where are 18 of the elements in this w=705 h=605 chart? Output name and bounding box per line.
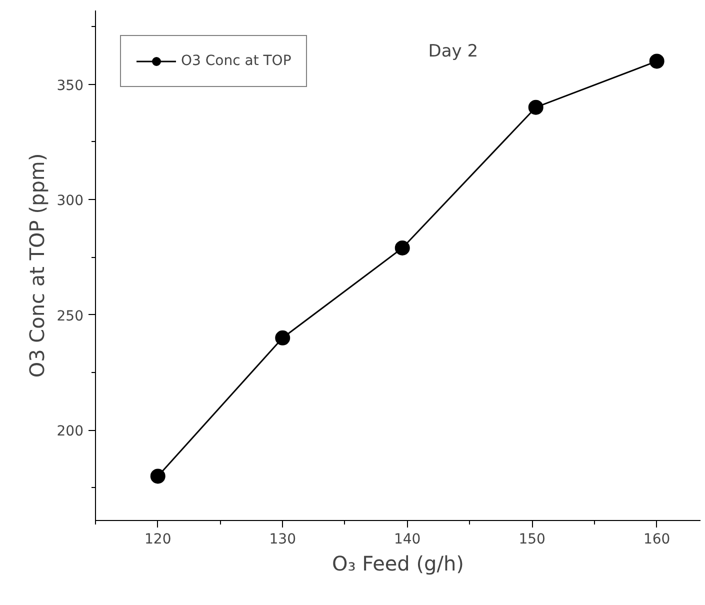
point	[394, 240, 410, 256]
y-tick-label: 300	[56, 193, 84, 210]
x-tick-label: 150	[518, 532, 546, 548]
annotation: Day 2	[428, 42, 478, 62]
x-tick-label: 160	[643, 532, 670, 548]
point	[275, 330, 290, 346]
point	[528, 100, 544, 115]
x-tick-label: 120	[144, 532, 172, 548]
point	[649, 54, 664, 69]
point	[150, 468, 166, 484]
y-tick-label: 200	[56, 424, 84, 440]
x-tick-label: 140	[394, 532, 421, 548]
y-axis-title: O3 Conc at TOP (ppm)	[24, 153, 49, 378]
x-axis-title: O₃ Feed (g/h)	[332, 552, 464, 576]
y-tick-label: 350	[56, 78, 84, 94]
x-tick-label: 130	[269, 532, 296, 548]
y-tick-label: 250	[56, 308, 84, 324]
legend-label: O3 Conc at TOP	[181, 53, 292, 69]
